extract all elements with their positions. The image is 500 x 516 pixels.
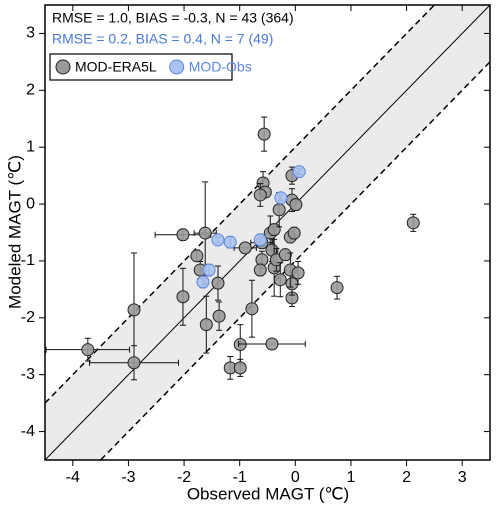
plot-frame [44, 4, 491, 461]
point [223, 235, 237, 249]
point [238, 241, 252, 255]
point [196, 275, 210, 289]
point [330, 281, 344, 295]
legend-marker [169, 59, 185, 75]
point [199, 318, 213, 332]
y-axis-label: Modeled MAGT (℃) [5, 155, 24, 309]
legend-box [49, 53, 233, 81]
point [233, 338, 247, 352]
point [211, 276, 225, 290]
y-tick-label: 1 [26, 138, 35, 155]
point [190, 249, 204, 263]
x-tick-label: 3 [458, 469, 467, 486]
point [278, 248, 292, 262]
point [233, 361, 247, 375]
x-tick-label: -3 [121, 469, 135, 486]
point [212, 309, 226, 323]
y-tick-label: 3 [26, 25, 35, 42]
point [245, 302, 259, 316]
legend-label: MOD-ERA5L [75, 59, 157, 75]
point [287, 226, 301, 240]
point [291, 266, 305, 280]
x-tick-label: -1 [233, 469, 247, 486]
y-tick-label: 2 [26, 82, 35, 99]
point [127, 356, 141, 370]
legend-marker [55, 59, 71, 75]
point [198, 226, 212, 240]
point [257, 127, 271, 141]
x-tick-label: -4 [66, 469, 80, 486]
annotation: RMSE = 0.2, BIAS = 0.4, N = 7 (49) [52, 31, 273, 47]
point [274, 191, 288, 205]
annotation: RMSE = 1.0, BIAS = -0.3, N = 43 (364) [52, 10, 294, 26]
x-tick-label: 2 [402, 469, 411, 486]
point [289, 198, 303, 212]
point [176, 290, 190, 304]
point [211, 233, 225, 247]
point [267, 223, 281, 237]
x-tick-label: 0 [291, 469, 300, 486]
y-tick-label: 0 [26, 195, 35, 212]
point [127, 303, 141, 317]
point [292, 165, 306, 179]
y-tick-label: -1 [21, 252, 35, 269]
x-tick-label: 1 [346, 469, 355, 486]
band-lower-line [99, 61, 490, 460]
band-upper-line [45, 5, 436, 404]
point [285, 277, 299, 291]
point [273, 273, 287, 287]
point [272, 203, 286, 217]
point [202, 263, 216, 277]
point [406, 216, 420, 230]
legend-label: MOD-Obs [189, 59, 252, 75]
x-axis-label: Observed MAGT (℃) [187, 484, 349, 503]
y-tick-label: -4 [21, 423, 35, 440]
point [253, 263, 267, 277]
y-tick-label: -3 [21, 366, 35, 383]
point [253, 188, 267, 202]
plot-area [45, 5, 490, 460]
point [265, 337, 279, 351]
point [81, 343, 95, 357]
y-tick-label: -2 [21, 309, 35, 326]
point [176, 228, 190, 242]
point [253, 233, 267, 247]
x-tick-label: -2 [177, 469, 191, 486]
